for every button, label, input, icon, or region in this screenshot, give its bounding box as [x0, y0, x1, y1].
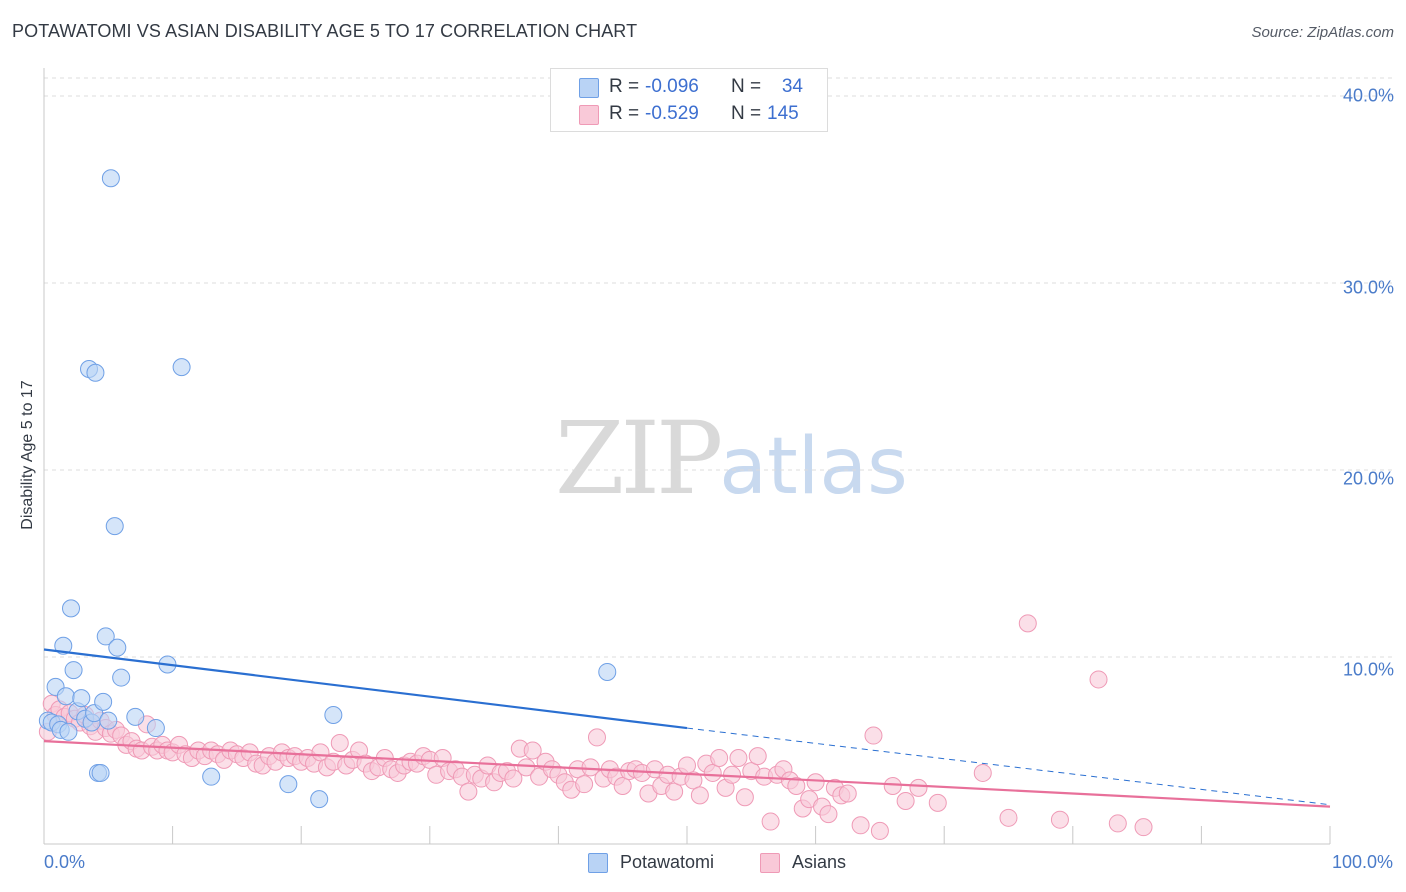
legend-swatch-potawatomi: [588, 853, 608, 873]
legend-label-asians: Asians: [792, 852, 847, 872]
asian-point: [1050, 810, 1069, 829]
asian-point: [870, 821, 889, 840]
asian-point: [864, 726, 883, 745]
r-label: R =: [609, 76, 640, 97]
asian-point: [748, 747, 767, 766]
asian-point: [1089, 670, 1108, 689]
asian-point: [973, 763, 992, 782]
potawatomi-point: [146, 719, 165, 738]
asian-point: [806, 773, 825, 792]
asian-point: [311, 743, 330, 762]
potawatomi-point: [105, 517, 124, 536]
watermark-zip: ZIP: [555, 400, 723, 517]
potawatomi-point: [202, 767, 221, 786]
watermark: ZIPatlas: [555, 400, 908, 517]
asian-point: [999, 808, 1018, 827]
x-tick-label-100: 100.0%: [1331, 852, 1393, 872]
asian-point: [1134, 818, 1153, 837]
chart-source: Source: ZipAtlas.com: [1251, 24, 1394, 41]
potawatomi-point: [96, 627, 115, 646]
potawatomi-point: [91, 763, 110, 782]
y-tick-label-10: 10.0%: [1342, 659, 1394, 680]
y-tick-label-40: 40.0%: [1342, 85, 1394, 106]
asian-point: [1018, 614, 1037, 633]
stats-box: R = -0.096 N = 34 R = -0.529 N = 145: [550, 68, 828, 132]
watermark-atlas: atlas: [719, 422, 908, 512]
asian-point: [504, 769, 523, 788]
asian-point: [678, 756, 696, 775]
potawatomi-point: [101, 169, 120, 188]
asian-point: [819, 805, 838, 824]
potawatomi-point: [324, 705, 343, 724]
potawatomi-point: [62, 599, 81, 618]
n-label: N =: [731, 76, 762, 97]
asian-point: [896, 791, 915, 810]
legend-label-potawatomi: Potawatomi: [620, 852, 715, 872]
potawatomi-point: [59, 722, 78, 741]
asian-point: [581, 758, 600, 777]
asian-point: [851, 816, 870, 835]
r-value: -0.529: [645, 103, 699, 124]
legend-swatch-asians: [760, 853, 780, 873]
potawatomi-point: [279, 775, 298, 794]
asian-point: [729, 748, 748, 767]
potawatomi-point: [72, 689, 91, 708]
potawatomi-point: [126, 707, 145, 726]
asian-point: [665, 782, 684, 801]
potawatomi-point: [64, 661, 83, 680]
x-tick-label-0: 0.0%: [44, 852, 86, 872]
asians-points: [38, 614, 1153, 840]
asians-trend-line: [43, 740, 1331, 808]
asian-point: [613, 777, 632, 796]
r-value: -0.096: [645, 76, 699, 97]
potawatomi-point: [94, 692, 113, 711]
asian-point: [575, 775, 594, 794]
asian-point: [1108, 814, 1127, 833]
potawatomi-point: [310, 790, 329, 809]
asian-point: [690, 786, 709, 805]
asians-swatch: [579, 105, 599, 125]
potawatomi-swatch: [579, 78, 599, 98]
asian-point: [787, 777, 806, 796]
grid: [44, 77, 1392, 658]
asian-point: [928, 793, 947, 812]
n-label: N =: [731, 103, 762, 124]
asian-point: [330, 734, 349, 753]
asian-point: [883, 777, 902, 796]
potawatomi-point: [56, 687, 75, 706]
asian-point: [459, 782, 478, 801]
asian-point: [703, 763, 722, 782]
asian-point: [761, 812, 780, 831]
asian-point: [517, 758, 536, 777]
potawatomi-point: [112, 668, 131, 687]
n-value: 145: [767, 103, 799, 124]
asian-point: [710, 748, 729, 767]
potawatomi-points: [38, 169, 617, 809]
y-tick-label-20: 20.0%: [1342, 468, 1394, 489]
potawatomi-point: [54, 636, 73, 655]
asian-point: [909, 778, 928, 797]
asian-point: [587, 728, 606, 747]
r-label: R =: [609, 103, 640, 124]
potawatomi-point: [598, 662, 617, 681]
asian-point: [735, 788, 754, 807]
potawatomi-point: [86, 363, 105, 382]
asian-point: [684, 771, 703, 790]
asian-point: [523, 741, 542, 760]
potawatomi-trend-line: [43, 648, 688, 730]
potawatomi-point: [108, 638, 127, 657]
potawatomi-point: [99, 711, 118, 730]
y-tick-label-30: 30.0%: [1342, 277, 1394, 298]
n-value: 34: [781, 76, 803, 97]
potawatomi-point: [172, 358, 191, 377]
chart-title: POTAWATOMI VS ASIAN DISABILITY AGE 5 TO …: [12, 21, 638, 41]
potawatomi-trend-extension: [686, 727, 1331, 806]
trend-lines: [43, 648, 1331, 808]
asian-point: [838, 784, 857, 803]
